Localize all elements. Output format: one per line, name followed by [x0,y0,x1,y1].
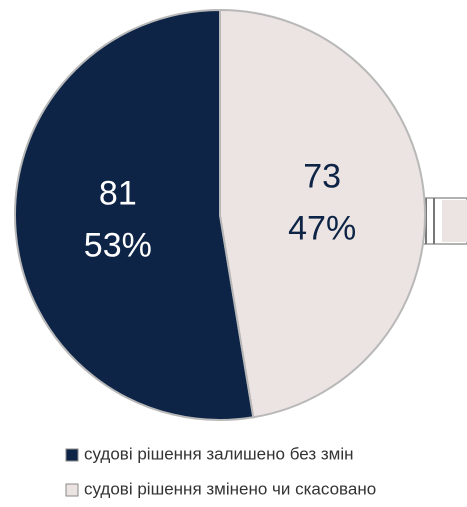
slice-percent-label: 47% [288,210,356,248]
pie-slice [14,8,255,421]
slice-value-label: 81 [99,174,137,212]
legend-swatch [65,483,79,497]
legend-label: судові рішення залишено без змін [84,444,354,463]
slice-percent-label: 53% [84,226,152,264]
slice-value-label: 73 [303,158,341,196]
legend-label: судові рішення змінено чи скасовано [84,479,376,498]
legend-swatch [65,448,79,462]
pie-slice [219,8,426,419]
